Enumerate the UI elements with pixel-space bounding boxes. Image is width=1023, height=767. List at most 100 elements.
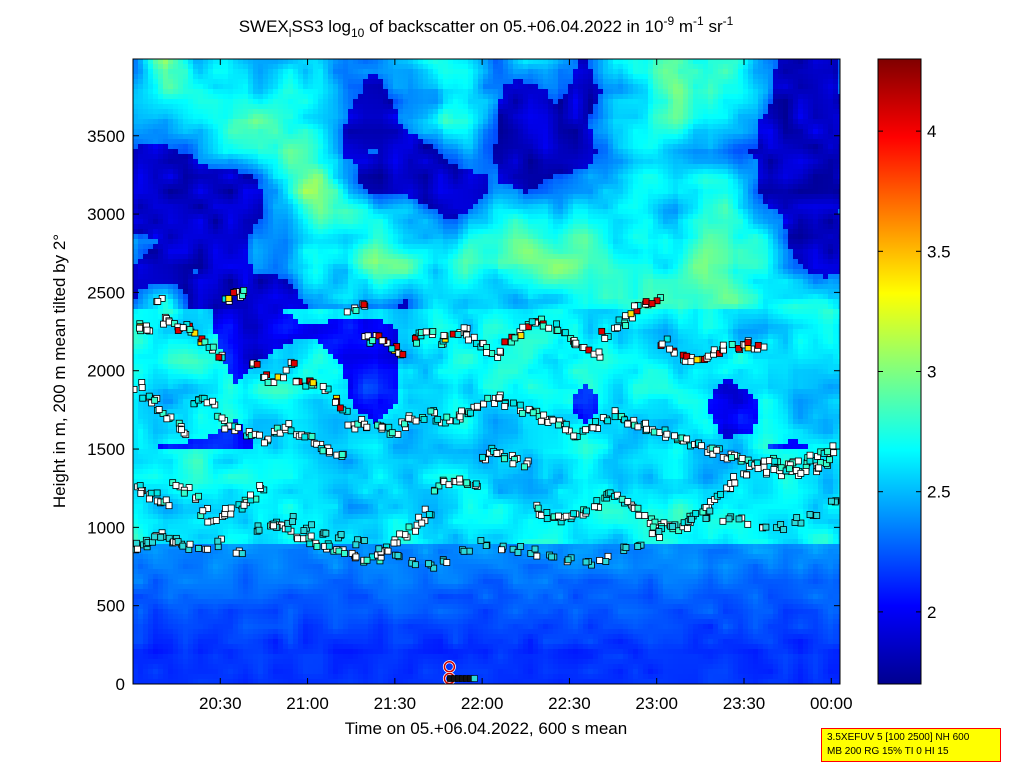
heatmap-cell [418,214,424,220]
heatmap-cell [528,209,534,215]
heatmap-cell [203,99,209,105]
heatmap-cell [723,74,729,80]
heatmap-cell [658,209,664,215]
heatmap-cell [353,154,359,160]
heatmap-cell [373,134,379,140]
heatmap-cell [573,64,579,70]
heatmap-cell [618,184,624,190]
heatmap-cell [663,79,669,85]
heatmap-cell [668,169,674,175]
heatmap-cell [198,224,204,230]
heatmap-cell [818,194,824,200]
heatmap-cell [713,179,719,185]
heatmap-cell [233,224,239,230]
heatmap-cell [228,139,234,145]
heatmap-cell [383,104,389,110]
heatmap-cell [403,84,409,90]
heatmap-cell [233,164,239,170]
heatmap-cell [463,74,469,80]
heatmap-cell [183,174,189,180]
heatmap-cell [818,84,824,90]
heatmap-cell [713,159,719,165]
heatmap-cell [503,84,509,90]
heatmap-cell [588,124,594,130]
heatmap-cell [673,184,679,190]
heatmap-cell [778,229,784,235]
heatmap-cell [143,154,149,160]
heatmap-cell [583,164,589,170]
heatmap-cell [373,174,379,180]
heatmap-cell [288,119,294,125]
heatmap-cell [468,114,474,120]
heatmap-cell [438,209,444,215]
heatmap-cell [528,204,534,210]
heatmap-cell [443,194,449,200]
heatmap-cell [473,109,479,115]
heatmap-cell [708,209,714,215]
heatmap-cell [813,159,819,165]
heatmap-cell [643,174,649,180]
heatmap-cell [178,234,184,240]
heatmap-cell [653,179,659,185]
heatmap-cell [663,84,669,90]
heatmap-cell [603,159,609,165]
heatmap-cell [278,159,284,165]
heatmap-cell [268,219,274,225]
heatmap-cell [298,109,304,115]
heatmap-cell [603,134,609,140]
heatmap-cell [618,124,624,130]
heatmap-cell [513,214,519,220]
heatmap-cell [348,89,354,95]
heatmap-cell [398,214,404,220]
heatmap-cell [673,59,679,65]
heatmap-cell [548,119,554,125]
heatmap-cell [388,194,394,200]
heatmap-cell [173,154,179,160]
heatmap-cell [738,209,744,215]
heatmap-cell [138,234,144,240]
heatmap-cell [263,114,269,120]
heatmap-cell [803,189,809,195]
heatmap-cell [543,229,549,235]
heatmap-cell [753,229,759,235]
heatmap-cell [578,84,584,90]
heatmap-cell [828,114,834,120]
heatmap-cell [398,119,404,125]
heatmap-cell [148,134,154,140]
heatmap-cell [528,134,534,140]
heatmap-cell [143,179,149,185]
heatmap-cell [548,59,554,65]
heatmap-cell [503,129,509,135]
heatmap-cell [328,179,334,185]
heatmap-cell [418,199,424,205]
heatmap-cell [773,199,779,205]
heatmap-cell [828,209,834,215]
heatmap-cell [213,119,219,125]
heatmap-cell [598,144,604,150]
heatmap-cell [753,209,759,215]
heatmap-cell [718,164,724,170]
heatmap-cell [308,224,314,230]
heatmap-cell [453,59,459,65]
heatmap-cell [798,94,804,100]
heatmap-cell [533,99,539,105]
heatmap-cell [368,224,374,230]
heatmap-cell [528,74,534,80]
heatmap-cell [463,214,469,220]
heatmap-cell [688,144,694,150]
heatmap-cell [408,59,414,65]
heatmap-cell [378,69,384,75]
heatmap-cell [193,79,199,85]
heatmap-cell [508,84,514,90]
heatmap-cell [408,124,414,130]
heatmap-cell [133,204,139,210]
heatmap-cell [613,144,619,150]
heatmap-cell [203,89,209,95]
heatmap-cell [743,204,749,210]
heatmap-cell [553,139,559,145]
heatmap-cell [683,219,689,225]
heatmap-cell [318,194,324,200]
heatmap-cell [173,104,179,110]
heatmap-cell [298,209,304,215]
heatmap-cell [328,114,334,120]
